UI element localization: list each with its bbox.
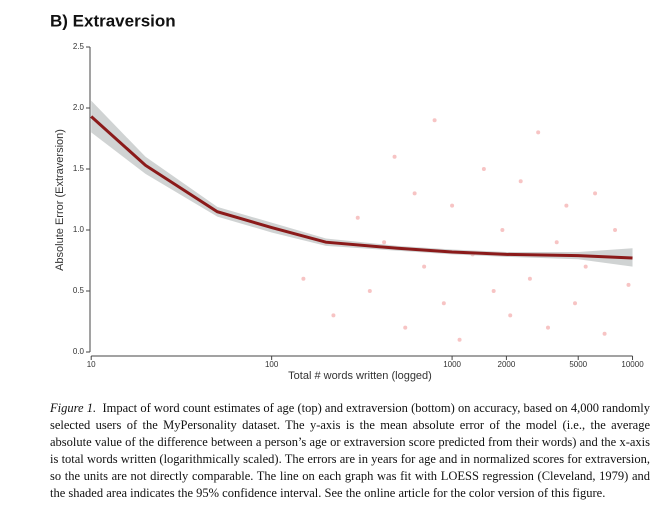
y-tick-label: 2.0 (73, 103, 85, 112)
scatter-point (301, 276, 306, 281)
y-axis-label: Absolute Error (Extraversion) (54, 129, 66, 271)
scatter-point (441, 301, 446, 306)
scatter-point (432, 118, 437, 123)
scatter-point (403, 325, 408, 330)
caption-label: Figure 1. (50, 401, 97, 415)
y-tick-label: 0.5 (73, 286, 85, 295)
scatter-point (422, 264, 427, 269)
x-tick-label: 100 (265, 360, 279, 369)
caption: Figure 1. Impact of word count estimates… (50, 400, 650, 502)
scatter-point (481, 167, 486, 171)
x-axis-label: Total # words written (logged) (288, 370, 432, 382)
scatter-point (392, 154, 397, 159)
x-tick-label: 10 (87, 360, 96, 369)
chart-title: B) Extraversion (50, 11, 176, 30)
scatter-point (412, 191, 417, 196)
caption-text: Impact of word count estimates of age (t… (50, 401, 651, 500)
x-tick-label: 2000 (498, 360, 516, 369)
y-tick-label: 1.5 (73, 164, 85, 173)
scatter-point (491, 289, 496, 293)
scatter-point (564, 203, 569, 208)
x-tick-label: 10000 (621, 360, 644, 369)
y-tick-label: 2.5 (73, 42, 85, 51)
scatter-point (613, 228, 618, 232)
loess-line (90, 115, 633, 260)
scatter-point (450, 203, 455, 208)
scatter-point (500, 228, 505, 232)
scatter-point (593, 191, 598, 196)
scatter-point (545, 325, 550, 330)
scatter-point (331, 313, 336, 318)
scatter-point (527, 276, 532, 281)
scatter-point (367, 289, 372, 293)
scatter-point (626, 282, 631, 287)
scatter-point (583, 264, 588, 269)
scatter-point (554, 240, 559, 245)
scatter-point (536, 130, 541, 135)
scatter-point (573, 301, 578, 306)
y-tick-label: 1.0 (73, 225, 85, 234)
scatter-point (508, 313, 513, 318)
x-tick-label: 1000 (443, 360, 461, 369)
chart: B) Extraversion Total # words written (l… (50, 11, 644, 382)
scatter-point (518, 179, 523, 184)
scatter-point (457, 337, 462, 342)
scatter-point (355, 215, 360, 220)
scatter-point (602, 331, 607, 336)
x-tick-label: 5000 (569, 360, 587, 369)
scatter-point (382, 240, 387, 245)
y-tick-label: 0.0 (73, 347, 85, 356)
